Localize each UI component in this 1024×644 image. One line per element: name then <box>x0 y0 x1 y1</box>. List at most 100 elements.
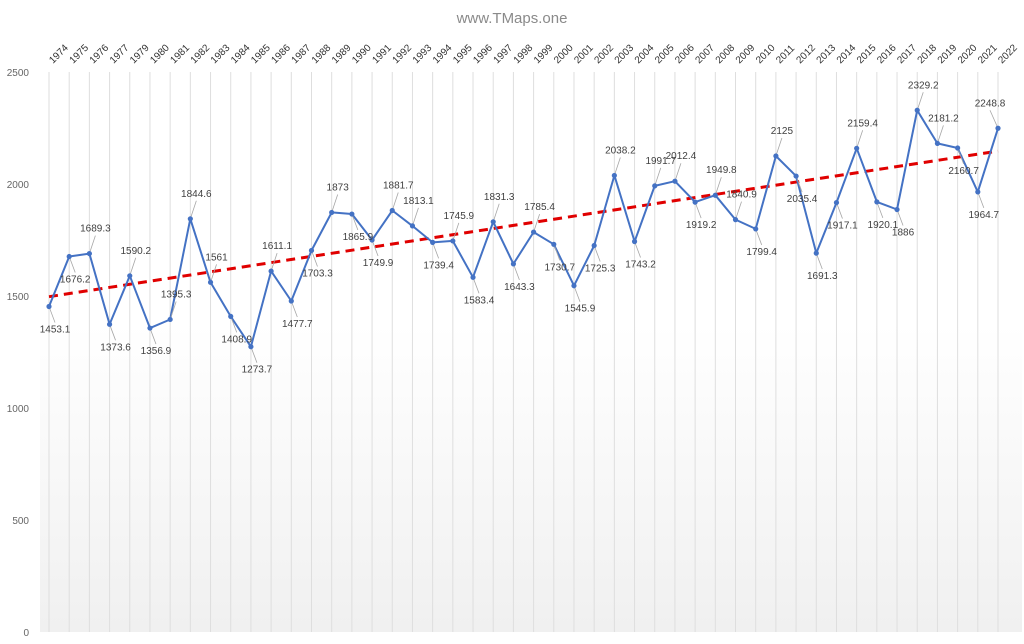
data-label-2022: 2248.8 <box>975 98 1006 109</box>
x-tick-label-1997: 1997 <box>492 42 516 66</box>
leader-line-2016 <box>876 201 884 219</box>
data-point-1988 <box>308 247 315 254</box>
data-label-2012: 2035.4 <box>787 194 818 205</box>
leader-line-1990 <box>351 213 359 231</box>
leader-line-1977 <box>109 324 116 341</box>
leader-line-1992 <box>391 192 399 211</box>
x-tick-label-1996: 1996 <box>471 42 495 66</box>
data-label-2004: 1743.2 <box>625 260 656 271</box>
leader-line-2011 <box>775 137 783 157</box>
trendline <box>48 149 999 299</box>
data-point-1997 <box>490 219 496 225</box>
leader-line-2009 <box>735 201 742 220</box>
data-point-2009 <box>732 217 739 223</box>
leader-line-1991 <box>371 239 379 257</box>
data-point-2011 <box>773 153 779 159</box>
data-point-1990 <box>349 211 355 217</box>
data-point-1977 <box>106 321 113 327</box>
data-label-2001: 1545.9 <box>565 304 596 315</box>
data-label-2018: 2329.2 <box>908 80 939 91</box>
leader-line-2002 <box>593 245 601 262</box>
leader-line-1988 <box>311 250 318 267</box>
data-label-1975: 1676.2 <box>60 275 91 286</box>
x-tick-label-2000: 2000 <box>552 42 576 66</box>
x-tick-label-2011: 2011 <box>774 43 797 66</box>
x-tick-label-1986: 1986 <box>269 42 293 66</box>
data-label-2007: 1919.2 <box>686 220 717 231</box>
leader-line-2010 <box>755 228 763 246</box>
data-point-1998 <box>510 261 517 267</box>
x-tick-label-2019: 2019 <box>936 42 960 66</box>
y-tick-label-2500: 2500 <box>7 68 30 79</box>
data-label-1998: 1643.3 <box>504 282 535 293</box>
data-point-1983 <box>207 279 214 285</box>
data-label-1997: 1831.3 <box>484 192 515 203</box>
leader-line-1974 <box>48 306 56 323</box>
data-label-1992: 1881.7 <box>383 180 414 191</box>
x-tick-label-1977: 1977 <box>108 42 132 66</box>
x-tick-label-2010: 2010 <box>754 42 778 66</box>
x-tick-label-1985: 1985 <box>249 42 273 66</box>
leader-line-2021 <box>977 191 985 209</box>
x-tick-label-2001: 2001 <box>572 42 596 66</box>
y-tick-label-500: 500 <box>12 516 29 527</box>
data-label-1974: 1453.1 <box>40 325 71 336</box>
data-label-1993: 1813.1 <box>403 196 434 207</box>
x-tick-label-1974: 1974 <box>47 42 71 66</box>
x-tick-label-2021: 2021 <box>976 42 1000 66</box>
leader-line-2015 <box>856 130 864 149</box>
data-label-2021: 1964.7 <box>969 210 1000 221</box>
y-tick-label-2000: 2000 <box>7 180 30 191</box>
leader-line-1999 <box>533 213 540 233</box>
data-label-1977: 1373.6 <box>100 342 131 353</box>
x-tick-label-1975: 1975 <box>68 42 92 66</box>
x-tick-label-1993: 1993 <box>411 42 435 66</box>
x-tick-label-2002: 2002 <box>593 42 617 66</box>
data-point-1986 <box>268 268 274 274</box>
x-tick-label-1994: 1994 <box>431 42 455 66</box>
data-point-1994 <box>430 239 436 245</box>
x-tick-label-2007: 2007 <box>693 42 717 66</box>
data-point-1984 <box>228 313 234 320</box>
leader-line-2017 <box>896 209 904 226</box>
leader-line-2013 <box>815 253 823 270</box>
data-point-1995 <box>450 238 456 244</box>
x-tick-label-1998: 1998 <box>512 42 536 66</box>
data-label-2013: 1691.3 <box>807 271 838 282</box>
x-tick-label-1990: 1990 <box>350 42 374 66</box>
data-point-1980 <box>147 325 153 331</box>
data-point-2017 <box>894 206 900 213</box>
data-label-1995: 1745.9 <box>444 211 475 222</box>
data-label-1996: 1583.4 <box>464 295 495 306</box>
series-line <box>48 109 999 348</box>
x-tick-label-2015: 2015 <box>855 42 879 66</box>
data-labels: 1453.1 1676.2 1689.3 1373.6 1590.2 1356.9 1395… <box>40 80 1006 375</box>
data-point-2007 <box>692 199 698 205</box>
data-point-1996 <box>470 274 476 280</box>
leader-line-2012 <box>795 175 803 193</box>
leader-line-1984 <box>230 316 238 333</box>
data-label-1980: 1356.9 <box>141 346 172 357</box>
data-point-1979 <box>127 273 133 279</box>
leader-line-1985 <box>250 346 258 363</box>
grid-lines <box>48 72 999 632</box>
data-point-2020 <box>955 145 961 151</box>
x-tick-label-1989: 1989 <box>330 42 354 66</box>
data-label-1984: 1408.9 <box>221 334 252 345</box>
y-tick-label-1500: 1500 <box>7 292 30 303</box>
data-label-1979: 1590.2 <box>120 246 151 257</box>
y-axis-ticks: 0 500 1000 1500 2000 2500 <box>7 68 30 639</box>
x-tick-label-1999: 1999 <box>532 42 556 66</box>
x-tick-label-2016: 2016 <box>875 42 899 66</box>
data-point-1974 <box>46 303 52 310</box>
data-points <box>46 107 1001 350</box>
leader-line-2000 <box>553 244 561 261</box>
data-point-2010 <box>753 226 759 232</box>
data-point-2005 <box>652 183 658 189</box>
leader-line-2019 <box>937 125 944 144</box>
data-point-2016 <box>874 199 880 205</box>
leader-line-1987 <box>290 300 298 318</box>
leader-lines <box>48 92 999 363</box>
x-tick-label-1992: 1992 <box>391 42 415 66</box>
leader-line-1993 <box>412 207 419 226</box>
